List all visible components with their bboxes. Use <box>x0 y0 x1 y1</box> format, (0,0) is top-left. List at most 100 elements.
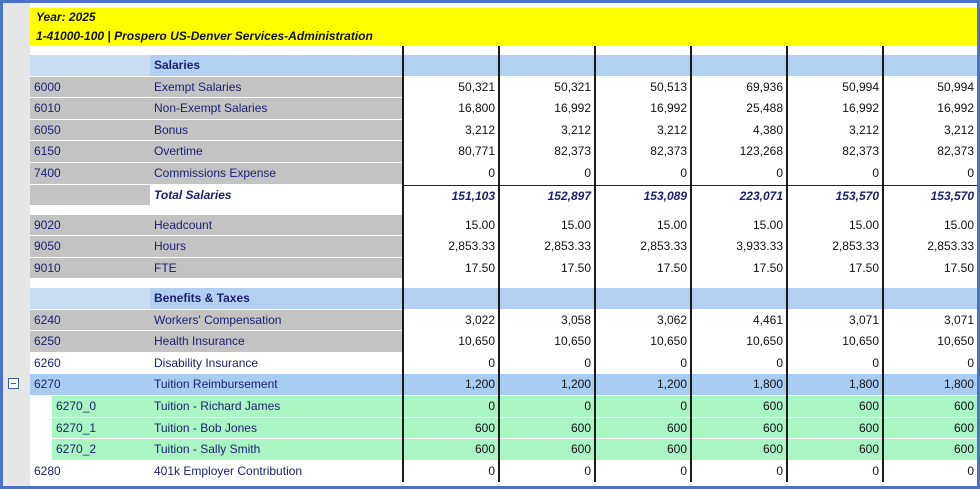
amount: 0 <box>403 396 499 418</box>
column-divider <box>882 46 884 483</box>
amount: 0 <box>691 163 787 185</box>
amount: 16,992 <box>499 98 595 120</box>
amount: 4,461 <box>691 309 787 332</box>
account-code: 7400 <box>30 163 150 185</box>
amount: 600 <box>403 439 499 461</box>
section-code <box>30 288 150 310</box>
amount: 1,200 <box>499 374 595 396</box>
amount: 0 <box>595 460 691 483</box>
account-name: Hours <box>150 236 403 258</box>
amount: 3,212 <box>787 119 883 142</box>
amount: 0 <box>403 460 499 483</box>
section-fill <box>403 55 499 77</box>
amount: 69,936 <box>691 76 787 99</box>
amount: 0 <box>499 352 595 375</box>
amount: 17.50 <box>691 257 787 280</box>
amount: 15.00 <box>883 214 977 237</box>
amount: 17.50 <box>787 257 883 280</box>
amount: 50,321 <box>499 76 595 99</box>
amount: 1,800 <box>883 374 977 396</box>
account-name: Workers' Compensation <box>150 309 403 332</box>
section-fill <box>595 55 691 77</box>
account-code: 6270_2 <box>52 439 150 461</box>
section-fill <box>595 288 691 310</box>
amount: 3,022 <box>403 309 499 332</box>
amount: 600 <box>883 439 977 461</box>
account-code: 6000 <box>30 76 150 99</box>
amount: 2,853.33 <box>595 236 691 258</box>
amount: 3,212 <box>883 119 977 142</box>
amount: 1,200 <box>403 374 499 396</box>
section-title: Salaries <box>150 55 403 77</box>
account-name: Commissions Expense <box>150 163 403 185</box>
amount: 0 <box>787 460 883 483</box>
amount: 600 <box>403 417 499 440</box>
account-name: Disability Insurance <box>150 352 403 375</box>
amount: 600 <box>691 396 787 418</box>
account-code: 6240 <box>30 309 150 332</box>
amount: 0 <box>499 460 595 483</box>
amount: 600 <box>691 417 787 440</box>
amount: 3,212 <box>403 119 499 142</box>
account-code: 6260 <box>30 352 150 375</box>
amount: 600 <box>883 396 977 418</box>
amount: 3,071 <box>787 309 883 332</box>
amount: 50,994 <box>883 76 977 99</box>
account-name: Tuition - Bob Jones <box>150 417 403 440</box>
year-header: Year: 2025 <box>30 8 977 27</box>
amount: 82,373 <box>595 141 691 163</box>
amount: 17.50 <box>883 257 977 280</box>
amount: 0 <box>787 352 883 375</box>
amount: 600 <box>787 396 883 418</box>
amount: 0 <box>499 163 595 185</box>
account-code: 9050 <box>30 236 150 258</box>
account-name: Exempt Salaries <box>150 76 403 99</box>
account-name: Headcount <box>150 214 403 237</box>
amount: 16,800 <box>403 98 499 120</box>
row-gutter <box>3 3 30 486</box>
account-code: 6270_0 <box>52 396 150 418</box>
amount: 82,373 <box>499 141 595 163</box>
entity-header: 1-41000-100 | Prospero US-Denver Service… <box>30 27 977 46</box>
section-fill <box>691 288 787 310</box>
amount: 10,650 <box>691 331 787 353</box>
column-divider <box>402 46 404 483</box>
amount: 600 <box>883 417 977 440</box>
account-code: 6250 <box>30 331 150 353</box>
amount: 15.00 <box>787 214 883 237</box>
account-code: 9020 <box>30 214 150 237</box>
account-name: Overtime <box>150 141 403 163</box>
account-code: 6270 <box>30 374 150 396</box>
amount: 0 <box>595 396 691 418</box>
column-divider <box>786 46 788 483</box>
amount: 15.00 <box>595 214 691 237</box>
amount: 0 <box>883 460 977 483</box>
amount: 0 <box>595 163 691 185</box>
collapse-button[interactable]: − <box>8 378 19 390</box>
column-divider <box>498 46 500 483</box>
amount: 25,488 <box>691 98 787 120</box>
section-fill <box>499 288 595 310</box>
indent <box>30 417 52 440</box>
amount: 0 <box>403 352 499 375</box>
column-divider <box>594 46 596 483</box>
section-code <box>30 55 150 77</box>
total-name: Total Salaries <box>150 184 403 207</box>
amount: 0 <box>403 163 499 185</box>
amount: 2,853.33 <box>883 236 977 258</box>
account-name: Tuition - Sally Smith <box>150 439 403 461</box>
amount: 10,650 <box>403 331 499 353</box>
section-fill <box>787 55 883 77</box>
amount: 600 <box>787 417 883 440</box>
account-code: 6150 <box>30 141 150 163</box>
total-amount: 153,089 <box>595 184 691 207</box>
amount: 3,212 <box>595 119 691 142</box>
amount: 16,992 <box>883 98 977 120</box>
account-code: 6280 <box>30 460 150 483</box>
total-amount: 153,570 <box>883 184 977 207</box>
amount: 17.50 <box>595 257 691 280</box>
amount: 600 <box>595 439 691 461</box>
amount: 82,373 <box>787 141 883 163</box>
section-fill <box>691 55 787 77</box>
amount: 10,650 <box>787 331 883 353</box>
